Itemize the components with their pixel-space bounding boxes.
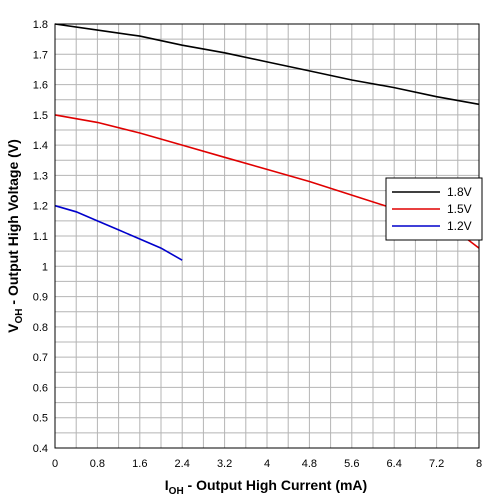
y-tick-labels: 0.4 0.5 0.6 0.7 0.8 0.9 1 1.1 1.2 1.3 1.4 1.5 1.6 1.7… [33,19,48,455]
y-tick-label: 1.1 [33,231,48,243]
x-tick-label: 8 [476,458,482,470]
x-axis-title-main: I [165,477,169,493]
grid [55,24,479,448]
series-line-1.2V [54,204,183,261]
x-tick-labels: 0 0.8 1.6 2.4 3.2 4 4.8 5.6 6.4 7.2 8 [52,458,482,470]
x-axis-title-subscript: OH [169,486,184,497]
y-tick-label: 0.9 [33,292,48,304]
legend: 1.8V 1.5V 1.2V [385,177,483,241]
x-tick-label: 7.2 [429,458,444,470]
x-tick-label: 1.6 [132,458,147,470]
x-tick-label: 4 [264,458,270,470]
x-tick-label: 0 [52,458,58,470]
x-axis-title-rest: - Output High Current (mA) [184,477,368,493]
x-tick-label: 5.6 [344,458,359,470]
y-tick-label: 1.8 [33,19,48,31]
series-line-1.8V [54,23,480,106]
y-tick-label: 0.7 [33,352,48,364]
y-axis-title: VOH - Output High Voltage (V) [5,139,25,333]
legend-label-1.2V: 1.2V [447,219,472,233]
y-tick-label: 1 [42,261,48,273]
y-tick-label: 1.5 [33,110,48,122]
legend-label-1.5V: 1.5V [447,202,472,216]
y-axis-title-main: V [5,323,21,333]
y-tick-label: 1.3 [33,170,48,182]
y-tick-label: 1.6 [33,80,48,92]
y-tick-label: 1.4 [33,140,48,152]
x-axis-title: IOH - Output High Current (mA) [165,477,367,497]
legend-items: 1.8V 1.5V 1.2V [392,185,472,233]
y-tick-label: 0.6 [33,382,48,394]
x-tick-label: 4.8 [302,458,317,470]
y-tick-label: 0.5 [33,413,48,425]
x-tick-label: 6.4 [387,458,402,470]
y-axis-title-rest: - Output High Voltage (V) [5,139,21,308]
y-tick-label: 1.7 [33,49,48,61]
legend-label-1.8V: 1.8V [447,185,472,199]
x-tick-label: 2.4 [175,458,190,470]
x-tick-label: 0.8 [90,458,105,470]
y-axis-title-subscript: OH [14,308,25,323]
y-tick-label: 1.2 [33,201,48,213]
x-tick-label: 3.2 [217,458,232,470]
y-tick-label: 0.4 [33,443,48,455]
y-tick-label: 0.8 [33,322,48,334]
